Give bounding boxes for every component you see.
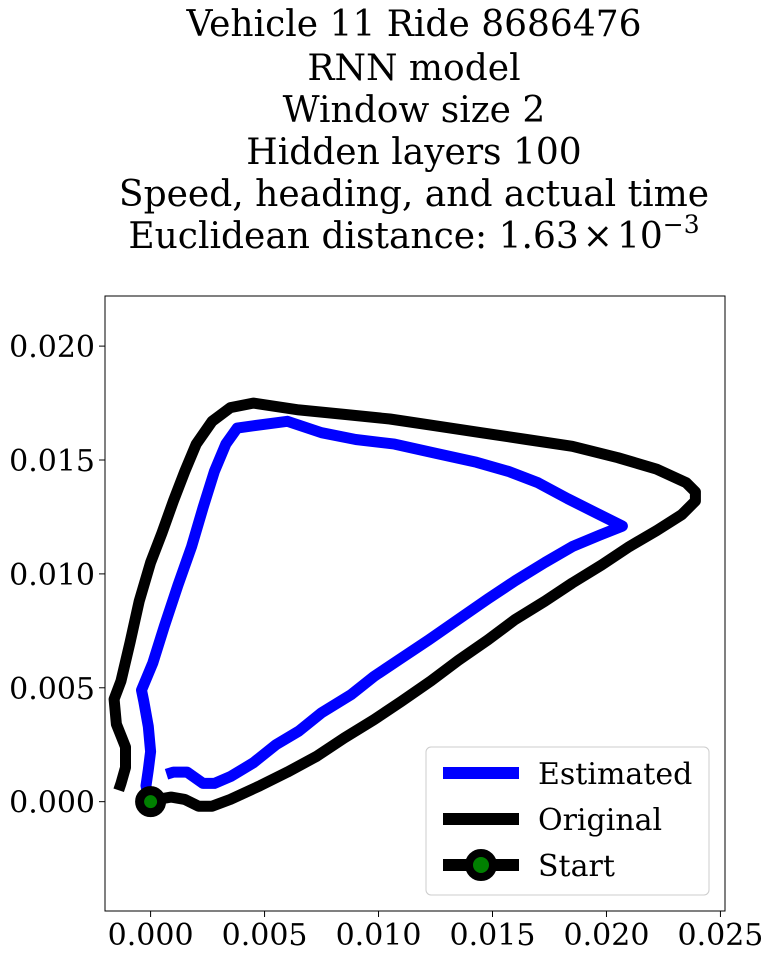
plot-frame (104, 295, 726, 912)
y-tick-label: 0.005 (9, 672, 95, 707)
legend-swatch-start-marker (465, 849, 497, 881)
x-tick-label: 0.025 (677, 918, 763, 953)
y-tick-label: 0.015 (9, 444, 95, 479)
legend-label-estimated: Estimated (538, 757, 692, 792)
x-tick-label: 0.000 (108, 918, 194, 953)
title-metric-times: × (583, 216, 613, 257)
title-line-4: Hidden layers 100 (246, 132, 581, 173)
legend-label-start: Start (538, 849, 615, 884)
title-metric-base: 10 (617, 216, 663, 257)
y-tick-label: 0.020 (9, 330, 95, 365)
series-line-estimated (136, 415, 628, 799)
series-line-original (108, 397, 701, 812)
legend-label-original: Original (538, 803, 662, 838)
y-tick-label: 0.000 (9, 786, 95, 821)
start-marker (135, 786, 167, 818)
title-line-6: Euclidean distance: 1.63 × 10−3 (128, 210, 699, 257)
axis-ticks: 0.000 0.005 0.010 0.015 0.020 0.025 0.000 0.005… (9, 330, 763, 953)
x-tick-label: 0.020 (564, 918, 650, 953)
title-metric-label: Euclidean distance: (128, 216, 498, 257)
x-tick-label: 0.015 (450, 918, 536, 953)
title-line-1: Vehicle 11 Ride 8686476 (185, 4, 641, 45)
legend: Estimated Original Start (425, 746, 710, 896)
title-line-2: RNN model (307, 48, 520, 89)
x-tick-label: 0.010 (336, 918, 422, 953)
legend-box (425, 746, 710, 896)
title-metric-mantissa: 1.63 (499, 216, 579, 257)
title-line-5: Speed, heading, and actual time (119, 174, 709, 215)
title-line-3: Window size 2 (283, 90, 546, 131)
y-tick-label: 0.010 (9, 558, 95, 593)
chart-title: Vehicle 11 Ride 8686476 RNN model Window… (119, 4, 709, 257)
x-tick-label: 0.005 (222, 918, 308, 953)
title-metric-exponent: −3 (663, 210, 700, 239)
series-layer (108, 397, 701, 818)
